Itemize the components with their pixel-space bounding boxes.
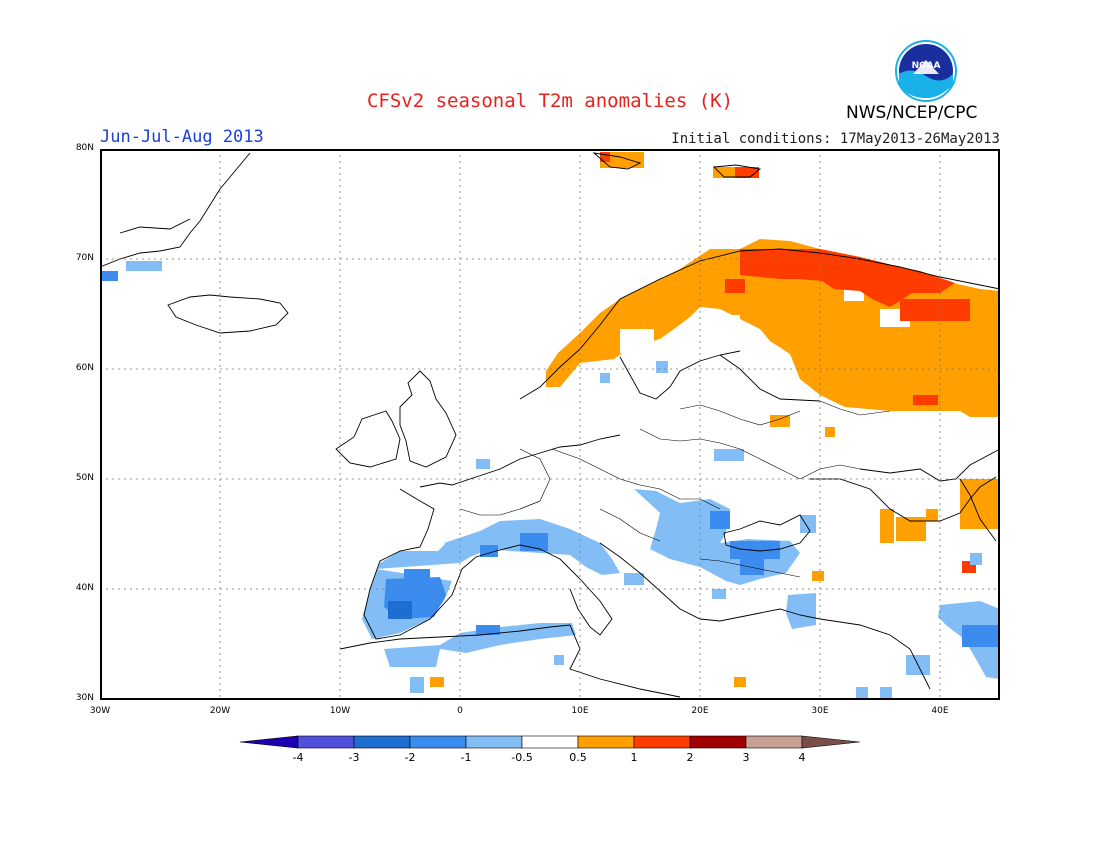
lon-label-30e: 30E <box>811 706 829 716</box>
colorbar <box>239 735 861 749</box>
noaa-logo-text: NOAA <box>912 61 941 71</box>
colorbar-tick-label: -4 <box>292 751 304 764</box>
map-title: CFSv2 seasonal T2m anomalies (K) <box>366 90 734 112</box>
anomaly-greenland <box>100 271 118 281</box>
lon-label-20e: 20E <box>691 706 709 716</box>
colorbar-cell <box>689 735 747 749</box>
lat-label-30n: 30N <box>75 693 94 703</box>
anomaly-map <box>100 149 1000 700</box>
noaa-logo: NOAA <box>895 40 957 102</box>
anomaly-kola <box>740 249 955 307</box>
lat-label-40n: 40N <box>75 583 94 593</box>
lon-label-0: 0 <box>457 706 463 716</box>
lon-label-20w: 20W <box>209 706 231 716</box>
lat-label-80n: 80N <box>75 143 94 153</box>
initial-conditions-label: Initial conditions: 17May2013-26May2013 <box>671 131 1000 147</box>
lat-label-60n: 60N <box>75 363 94 373</box>
colorbar-cell <box>633 735 691 749</box>
colorbar-tick-label: 3 <box>742 751 750 764</box>
lat-label-70n: 70N <box>75 253 94 263</box>
country-borders <box>459 400 891 578</box>
lon-label-10e: 10E <box>571 706 589 716</box>
colorbar-cell <box>353 735 411 749</box>
anomaly-turkey <box>786 593 816 629</box>
colorbar-tick-label: 2 <box>686 751 694 764</box>
graticule <box>100 149 1000 700</box>
colorbar-cell <box>239 735 299 749</box>
colorbar-cell <box>465 735 523 749</box>
season-label: Jun-Jul-Aug 2013 <box>100 127 264 147</box>
colorbar-cell <box>521 735 579 749</box>
lon-label-40e: 40E <box>931 706 949 716</box>
map-frame <box>100 149 1000 700</box>
colorbar-cell <box>297 735 355 749</box>
colorbar-tick-label: 1 <box>630 751 638 764</box>
colorbar-cell <box>801 735 861 749</box>
lon-label-30w: 30W <box>89 706 111 716</box>
coastlines <box>100 152 1000 698</box>
colorbar-tick-label: -2 <box>404 751 416 764</box>
colorbar-cell <box>745 735 803 749</box>
lon-label-10w: 10W <box>329 706 351 716</box>
colorbar-tick-label: -1 <box>460 751 472 764</box>
colorbar-tick-label: -0.5 <box>511 751 533 764</box>
colorbar-tick-label: 4 <box>798 751 806 764</box>
colorbar-tick-label: -3 <box>348 751 360 764</box>
agency-label: NWS/NCEP/CPC <box>846 103 978 123</box>
colorbar-cell <box>409 735 467 749</box>
lat-label-50n: 50N <box>75 473 94 483</box>
anomaly-north-africa <box>384 623 576 667</box>
colorbar-cell <box>577 735 635 749</box>
colorbar-tick-label: 0.5 <box>569 751 587 764</box>
